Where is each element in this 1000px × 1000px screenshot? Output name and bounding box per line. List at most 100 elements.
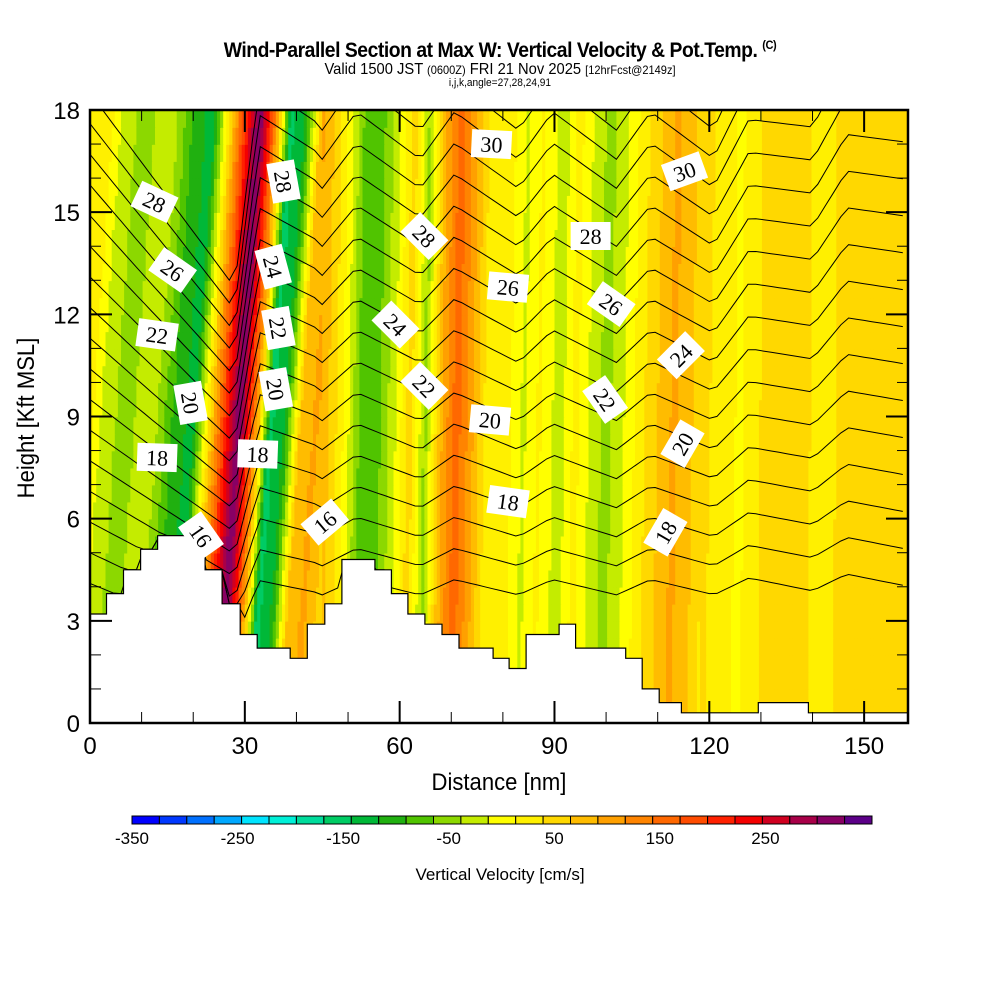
velocity-cell [124,416,128,435]
velocity-cell [898,654,903,673]
velocity-cell [777,552,782,571]
velocity-cell [851,484,856,503]
velocity-cell [313,552,317,571]
velocity-cell [238,586,243,605]
velocity-cell [319,450,323,469]
velocity-cell [647,450,652,469]
velocity-cell [343,518,348,537]
velocity-cell [294,501,299,520]
velocity-cell [415,433,419,452]
velocity-cell [167,501,172,520]
velocity-cell [111,518,116,537]
velocity-cell [217,518,221,537]
velocity-cell [294,433,299,452]
velocity-cell [693,688,698,707]
velocity-cell [480,603,485,622]
velocity-cell [477,637,481,656]
velocity-cell [217,433,221,452]
velocity-cell [796,671,800,690]
velocity-cell [796,688,800,707]
velocity-cell [278,586,283,605]
velocity-cell [474,450,478,469]
velocity-cell [836,433,841,452]
velocity-cell [755,501,760,520]
velocity-cell [220,501,224,520]
velocity-cell [436,501,441,520]
velocity-cell [656,620,661,639]
velocity-cell [291,586,296,605]
velocity-cell [901,688,906,707]
velocity-cell [557,450,562,469]
velocity-cell [771,416,776,435]
velocity-cell [334,569,339,588]
velocity-cell [477,535,481,554]
velocity-cell [560,552,565,571]
velocity-cell [446,620,450,639]
velocity-cell [734,654,738,673]
velocity-cell [879,501,884,520]
velocity-cell [783,569,788,588]
velocity-cell [501,450,506,469]
velocity-cell [681,535,686,554]
velocity-cell [158,433,162,452]
velocity-cell [467,586,472,605]
velocity-cell [848,569,853,588]
velocity-cell [322,603,327,622]
velocity-cell [384,467,389,486]
velocity-cell [600,535,605,554]
velocity-cell [148,467,153,486]
velocity-cell [675,552,680,571]
velocity-cell [622,484,627,503]
velocity-cell [628,637,633,656]
velocity-cell [449,501,454,520]
velocity-cell [504,552,509,571]
velocity-cell [226,535,231,554]
velocity-cell [746,688,751,707]
velocity-cell [591,416,596,435]
velocity-cell [585,552,590,571]
velocity-cell [443,467,447,486]
velocity-cell [393,433,398,452]
velocity-cell [570,399,574,418]
velocity-cell [836,688,841,707]
velocity-cell [579,501,584,520]
velocity-cell [455,552,460,571]
velocity-cell [322,450,327,469]
velocity-cell [895,637,899,656]
velocity-cell [532,433,537,452]
velocity-cell [638,467,642,486]
velocity-cell [371,484,376,503]
velocity-cell [820,552,825,571]
velocity-cell [514,620,519,639]
velocity-cell [278,569,283,588]
velocity-cell [765,535,769,554]
velocity-cell [687,501,692,520]
velocity-cell [260,637,265,656]
velocity-cell [799,603,803,622]
velocity-cell [260,484,265,503]
velocity-cell [439,586,444,605]
velocity-cell [681,654,686,673]
velocity-cell [864,671,868,690]
velocity-cell [455,484,460,503]
velocity-cell [898,637,903,656]
velocity-cell [449,535,454,554]
velocity-cell [93,416,97,435]
velocity-cell [638,450,642,469]
velocity-cell [799,688,803,707]
velocity-cell [653,467,658,486]
velocity-cell [864,654,868,673]
velocity-cell [752,552,757,571]
velocity-cell [467,518,472,537]
velocity-cell [532,484,537,503]
velocity-cell [749,518,754,537]
velocity-cell [811,603,816,622]
velocity-cell [408,467,413,486]
velocity-cell [201,450,206,469]
velocity-cell [415,586,419,605]
velocity-cell [285,433,289,452]
velocity-cell [269,569,274,588]
velocity-cell [681,484,686,503]
velocity-cell [712,484,717,503]
velocity-cell [291,552,296,571]
